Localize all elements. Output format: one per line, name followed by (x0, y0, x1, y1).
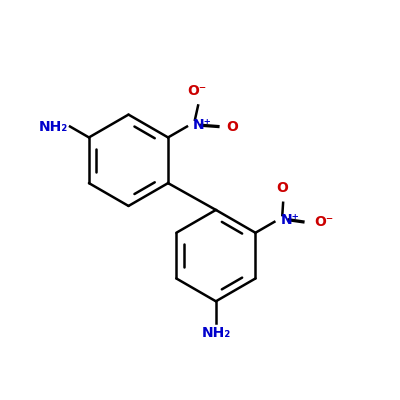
Text: O: O (227, 120, 238, 134)
Text: N⁺: N⁺ (193, 118, 212, 132)
Text: O⁻: O⁻ (187, 84, 206, 98)
Text: O: O (276, 181, 288, 195)
Text: O⁻: O⁻ (314, 215, 333, 229)
Text: N⁺: N⁺ (280, 213, 299, 227)
Text: NH₂: NH₂ (201, 326, 230, 340)
Text: NH₂: NH₂ (39, 120, 68, 134)
